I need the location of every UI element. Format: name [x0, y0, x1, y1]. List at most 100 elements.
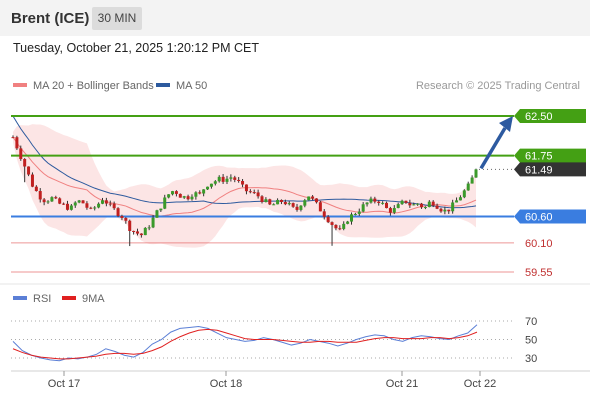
- candle-body: [30, 174, 34, 187]
- candle-body: [167, 194, 171, 198]
- candle-body: [279, 199, 283, 202]
- candle-body: [443, 209, 447, 212]
- legend-9ma: 9MA: [62, 293, 105, 305]
- candle: [314, 198, 318, 204]
- candle: [237, 177, 241, 183]
- candle-body: [447, 209, 451, 212]
- candle: [388, 206, 392, 216]
- level-label: 62.50: [525, 111, 553, 123]
- ma50-line: [12, 115, 477, 209]
- timestamp: Tuesday, October 21, 2025 1:20:12 PM CET: [13, 41, 259, 55]
- candle-body: [268, 199, 272, 205]
- candle: [65, 200, 69, 211]
- candle: [338, 225, 342, 231]
- x-tick-label: Oct 21: [386, 378, 418, 390]
- candle: [396, 202, 400, 209]
- x-tick-label: Oct 17: [48, 378, 80, 390]
- candle-body: [439, 208, 443, 212]
- candle-body: [377, 201, 381, 203]
- candle-body: [27, 166, 31, 175]
- candle-body: [353, 213, 357, 215]
- candle-body: [416, 203, 420, 205]
- candle-body: [311, 196, 315, 199]
- candle-body: [303, 200, 307, 206]
- legend-swatch: [62, 296, 76, 301]
- candle-body: [73, 202, 77, 206]
- copyright-text: Research © 2025 Trading Central: [415, 80, 580, 92]
- candle: [15, 135, 19, 150]
- candle-body: [225, 178, 229, 182]
- candle-body: [190, 196, 194, 200]
- candle-body: [420, 203, 424, 208]
- candle: [404, 200, 408, 204]
- candle-body: [435, 205, 439, 209]
- candle: [155, 209, 159, 218]
- candle-body: [307, 196, 311, 201]
- candle-body: [408, 202, 412, 206]
- candle: [202, 189, 206, 197]
- candle: [136, 228, 140, 236]
- candle: [120, 214, 124, 221]
- candle-body: [369, 198, 373, 203]
- candle-body: [373, 198, 377, 202]
- candle-body: [466, 183, 470, 191]
- candle-body: [462, 190, 466, 198]
- candle-body: [65, 203, 69, 210]
- candle-body: [342, 223, 346, 229]
- candle-body: [412, 204, 416, 206]
- candle: [171, 190, 175, 196]
- candle-body: [15, 137, 19, 149]
- candle: [147, 225, 151, 231]
- candle-body: [260, 196, 264, 202]
- candle-body: [237, 179, 241, 182]
- candle: [89, 206, 93, 210]
- candle-body: [128, 220, 132, 231]
- legend-rsi: RSI: [13, 293, 51, 305]
- candle-body: [241, 181, 245, 185]
- candle: [385, 201, 389, 209]
- candle-body: [42, 199, 46, 203]
- candle-body: [404, 200, 408, 203]
- candle: [69, 204, 73, 211]
- candle: [159, 208, 163, 212]
- level-label: 61.49: [525, 164, 553, 176]
- candle-body: [171, 191, 175, 195]
- candle: [447, 209, 451, 214]
- candle-body: [89, 207, 93, 209]
- candle-body: [155, 210, 159, 218]
- candle-body: [97, 203, 101, 208]
- candle-body: [474, 169, 478, 178]
- candle: [50, 196, 54, 202]
- candle-body: [139, 233, 143, 236]
- candle: [268, 198, 272, 206]
- rsi-tick-label: 30: [525, 353, 537, 365]
- candle-body: [256, 192, 260, 197]
- candle: [381, 201, 385, 205]
- legend-swatch: [13, 296, 27, 301]
- candle-body: [431, 201, 435, 206]
- forecast-arrow: [479, 127, 507, 170]
- candle-body: [322, 211, 326, 217]
- candle: [443, 206, 447, 215]
- candle-body: [93, 207, 97, 209]
- candle: [377, 200, 381, 206]
- timeframe-button[interactable]: 30 MIN: [92, 7, 142, 30]
- candle: [186, 194, 190, 201]
- legend-label: 9MA: [82, 293, 105, 305]
- candle-body: [19, 148, 23, 160]
- candle-body: [423, 207, 427, 209]
- candle: [229, 174, 233, 182]
- candle-body: [229, 177, 233, 179]
- candle: [412, 202, 416, 206]
- candle: [287, 201, 291, 206]
- candle: [11, 135, 15, 139]
- candle: [318, 201, 322, 212]
- candle-body: [108, 203, 112, 205]
- candle: [373, 196, 377, 204]
- level-label-bg: [514, 148, 586, 163]
- candle-body: [159, 208, 163, 211]
- candle: [206, 186, 210, 190]
- candle-body: [291, 203, 295, 207]
- candle: [416, 203, 420, 206]
- candle-body: [163, 197, 167, 209]
